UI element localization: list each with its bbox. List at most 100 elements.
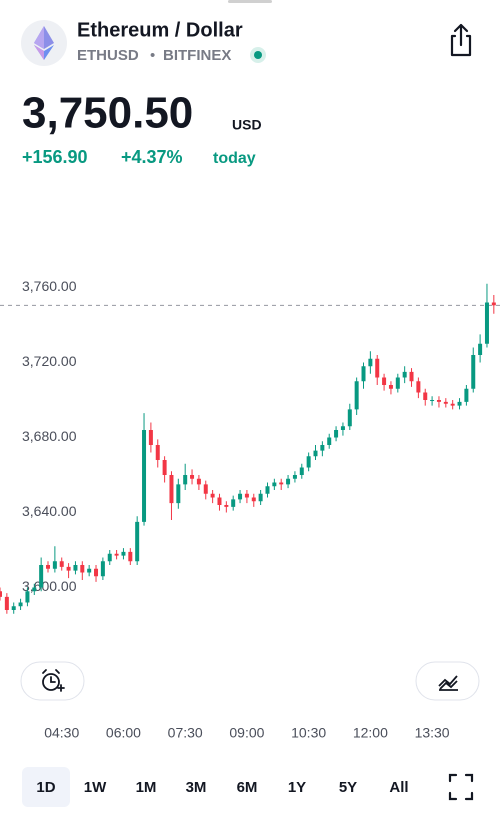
candle-body: [375, 358, 380, 378]
candle-body: [361, 366, 366, 382]
candle-body: [430, 400, 435, 401]
x-tick-label: 06:00: [106, 725, 141, 741]
candle-body: [244, 493, 249, 498]
y-tick-label: 3,760.00: [22, 278, 77, 294]
candle-body: [347, 409, 352, 427]
candle-body: [464, 388, 469, 402]
candle-body: [231, 499, 236, 507]
candle-body: [382, 377, 387, 385]
candle-body: [0, 591, 2, 597]
timeframe-option[interactable]: 6M: [237, 779, 258, 796]
candle-body: [183, 475, 188, 485]
candle-body: [176, 484, 181, 504]
candle-body: [142, 430, 147, 522]
candle-body: [272, 482, 277, 487]
candle-body: [114, 553, 119, 556]
price-change: +156.90: [22, 147, 88, 167]
timeframe-option[interactable]: 1M: [136, 779, 157, 796]
exchange: BITFINEX: [163, 47, 231, 64]
candle-body: [238, 493, 243, 500]
timeframe-option[interactable]: 1D: [36, 779, 55, 796]
candle-body: [190, 475, 195, 479]
candle-body: [148, 430, 153, 445]
change-period: today: [213, 150, 256, 167]
x-tick-label: 04:30: [44, 725, 79, 741]
candle-body: [11, 606, 16, 610]
timeframe-option[interactable]: 3M: [186, 779, 207, 796]
candle-body: [94, 568, 99, 577]
candle-body: [320, 445, 325, 451]
candle-body: [39, 565, 44, 588]
currency: USD: [232, 117, 262, 133]
candle-body: [258, 493, 263, 502]
timeframe-option[interactable]: 1W: [84, 779, 107, 796]
candle-body: [471, 355, 476, 389]
share-button[interactable]: [450, 23, 472, 57]
candle-body: [388, 385, 393, 389]
candle-body: [18, 602, 23, 607]
candle-body: [87, 568, 92, 573]
x-tick-label: 13:30: [415, 725, 450, 741]
candle-body: [107, 553, 112, 562]
candle-body: [210, 493, 215, 498]
candle-body: [436, 400, 441, 402]
x-tick-label: 07:30: [168, 725, 203, 741]
x-tick-label: 10:30: [291, 725, 326, 741]
candle-body: [121, 551, 126, 556]
candle-body: [32, 587, 37, 592]
candle-body: [395, 377, 400, 389]
candle-body: [73, 565, 78, 571]
candle-body: [162, 460, 167, 475]
percent-change: +4.37%: [121, 147, 183, 167]
candle-body: [59, 561, 64, 567]
candle-body: [52, 561, 57, 569]
indicator-button[interactable]: [415, 661, 480, 701]
candle-body: [224, 505, 229, 507]
candle-body: [46, 565, 51, 569]
candle-body: [450, 403, 455, 406]
candle-body: [340, 426, 345, 430]
candle-body: [155, 445, 160, 460]
separator: •: [150, 47, 155, 64]
y-tick-label: 3,600.00: [22, 578, 77, 594]
selected-timeframe: [22, 767, 70, 807]
timeframe-bar: 1D 1W 1M 3M 6M 1Y 5Y All: [22, 767, 409, 807]
candle-body: [443, 401, 448, 404]
candle-body: [484, 302, 489, 344]
timeframe-option[interactable]: 1Y: [288, 779, 306, 796]
candle-body: [423, 392, 428, 400]
candle-body: [368, 358, 373, 367]
candle-body: [80, 565, 85, 573]
candle-body: [286, 478, 291, 485]
candle-body: [409, 371, 414, 382]
timeframe-option[interactable]: All: [389, 779, 408, 796]
candle-body: [279, 482, 284, 485]
candle-body: [299, 467, 304, 475]
candle-body: [313, 450, 318, 457]
coin-icon: [21, 20, 67, 66]
candle-body: [128, 551, 133, 562]
candle-body: [100, 561, 105, 577]
fullscreen-button[interactable]: [448, 773, 474, 801]
candle-body: [217, 497, 222, 505]
candle-body: [292, 475, 297, 479]
candle-body: [203, 484, 208, 494]
timeframe-option[interactable]: 5Y: [339, 779, 357, 796]
candle-body: [402, 371, 407, 378]
candle-body: [334, 430, 339, 438]
y-tick-label: 3,680.00: [22, 428, 77, 444]
status-bar: [228, 0, 272, 3]
candle-body: [491, 302, 496, 306]
candle-body: [306, 456, 311, 468]
alert-button[interactable]: [20, 661, 85, 701]
candle-body: [265, 486, 270, 494]
candle-body: [478, 343, 483, 355]
candlestick-chart: 3,600.00 3,640.00 3,680.00 3,720.00 3,760.00…: [0, 278, 500, 741]
candle-body: [169, 475, 174, 504]
ticker: ETHUSD: [77, 47, 139, 64]
market-status: [250, 47, 266, 63]
candle-body: [327, 437, 332, 445]
x-tick-label: 09:00: [229, 725, 264, 741]
